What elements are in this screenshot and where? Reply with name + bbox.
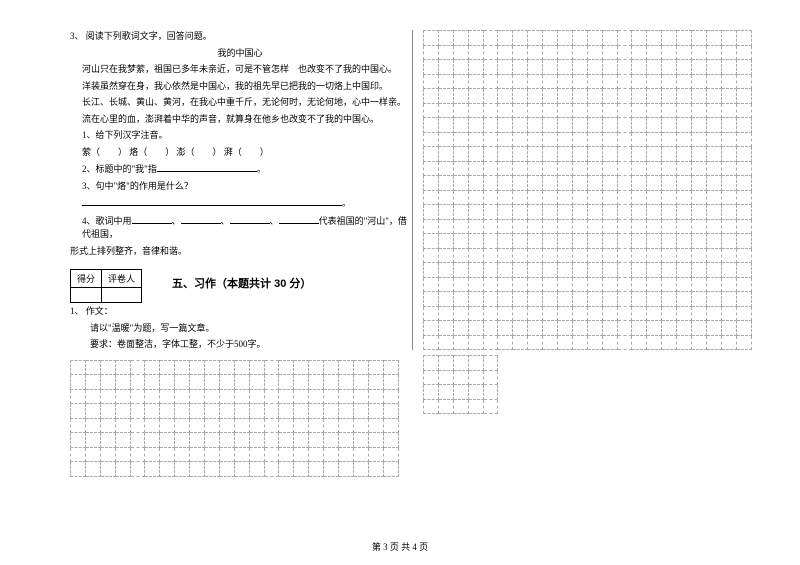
section5-row: 得分 评卷人 五、习作（本题共计 30 分） xyxy=(70,261,410,305)
grader-label: 评卷人 xyxy=(102,270,142,288)
sub-q4-text: 4、歌词中用 xyxy=(82,216,132,226)
poem-title: 我的中国心 xyxy=(70,47,410,61)
sub-q2-text: 2、标题中的"我"指 xyxy=(82,164,157,174)
poem-line-1: 河山只在我梦萦，祖国已多年未亲近，可是不管怎样 也改变不了我的中国心。 xyxy=(70,63,410,77)
sub-q1: 1、给下列汉字注音。 xyxy=(70,129,410,143)
score-cell[interactable] xyxy=(71,288,102,303)
blank-q3-row: 。 xyxy=(70,196,410,211)
section5-title: 五、习作（本题共计 30 分） xyxy=(142,275,311,291)
blank-q4-4[interactable] xyxy=(279,214,319,224)
essay-grid-right-top[interactable] xyxy=(423,30,752,350)
score-table: 得分 评卷人 xyxy=(70,269,142,303)
score-header-row: 得分 评卷人 xyxy=(71,270,142,288)
essay-number: 1、 xyxy=(70,306,84,316)
blank-q4-3[interactable] xyxy=(230,214,270,224)
essay-grid-right-bottom[interactable] xyxy=(423,355,498,414)
grader-cell[interactable] xyxy=(102,288,142,303)
pinyin-4: 湃（ ） xyxy=(224,147,269,157)
pinyin-3: 澎（ ） xyxy=(177,147,222,157)
q3-number: 3、 xyxy=(70,31,84,41)
blank-q2[interactable] xyxy=(157,162,257,172)
essay-line1: 请以"温暖"为题，写一篇文章。 xyxy=(70,322,410,336)
essay-header: 1、 作文： xyxy=(70,305,410,319)
page-footer: 第 3 页 共 4 页 xyxy=(0,540,800,553)
blank-q4-1[interactable] xyxy=(132,214,172,224)
pinyin-row: 萦（ ） 烙（ ） 澎（ ） 湃（ ） xyxy=(70,146,410,160)
pinyin-2: 烙（ ） xyxy=(129,147,174,157)
sub-q2: 2、标题中的"我"指。 xyxy=(70,162,410,177)
sub-q4-end: 形式上排列整齐，音律和谐。 xyxy=(70,245,410,259)
left-column: 3、 阅读下列歌词文字，回答问题。 我的中国心 河山只在我梦萦，祖国已多年未亲近… xyxy=(70,30,410,477)
poem-line-2: 洋装虽然穿在身，我心依然是中国心，我的祖先早已把我的一切烙上中国印。 xyxy=(70,80,410,94)
essay-label: 作文： xyxy=(86,306,113,316)
essay-grid-left[interactable] xyxy=(70,360,399,477)
blank-q3[interactable] xyxy=(82,196,342,206)
score-label: 得分 xyxy=(71,270,102,288)
pinyin-1: 萦（ ） xyxy=(82,147,127,157)
q3-header: 3、 阅读下列歌词文字，回答问题。 xyxy=(70,30,410,44)
essay-line2: 要求：卷面整洁，字体工整，不少于500字。 xyxy=(70,338,410,352)
poem-line-3: 长江、长城、黄山、黄河，在我心中重千斤，无论何时，无论何地，心中一样亲。 xyxy=(70,96,410,110)
sub-q3: 3、句中"烙"的作用是什么？ xyxy=(70,180,410,194)
poem-line-4: 流在心里的血，澎湃着中华的声音，就算身在他乡也改变不了我的中国心。 xyxy=(70,113,410,127)
q3-prompt: 阅读下列歌词文字，回答问题。 xyxy=(86,31,212,41)
sub-q4: 4、歌词中用、、、代表祖国的"河山"，借代祖国， xyxy=(70,214,410,242)
blank-q4-2[interactable] xyxy=(181,214,221,224)
score-value-row xyxy=(71,288,142,303)
